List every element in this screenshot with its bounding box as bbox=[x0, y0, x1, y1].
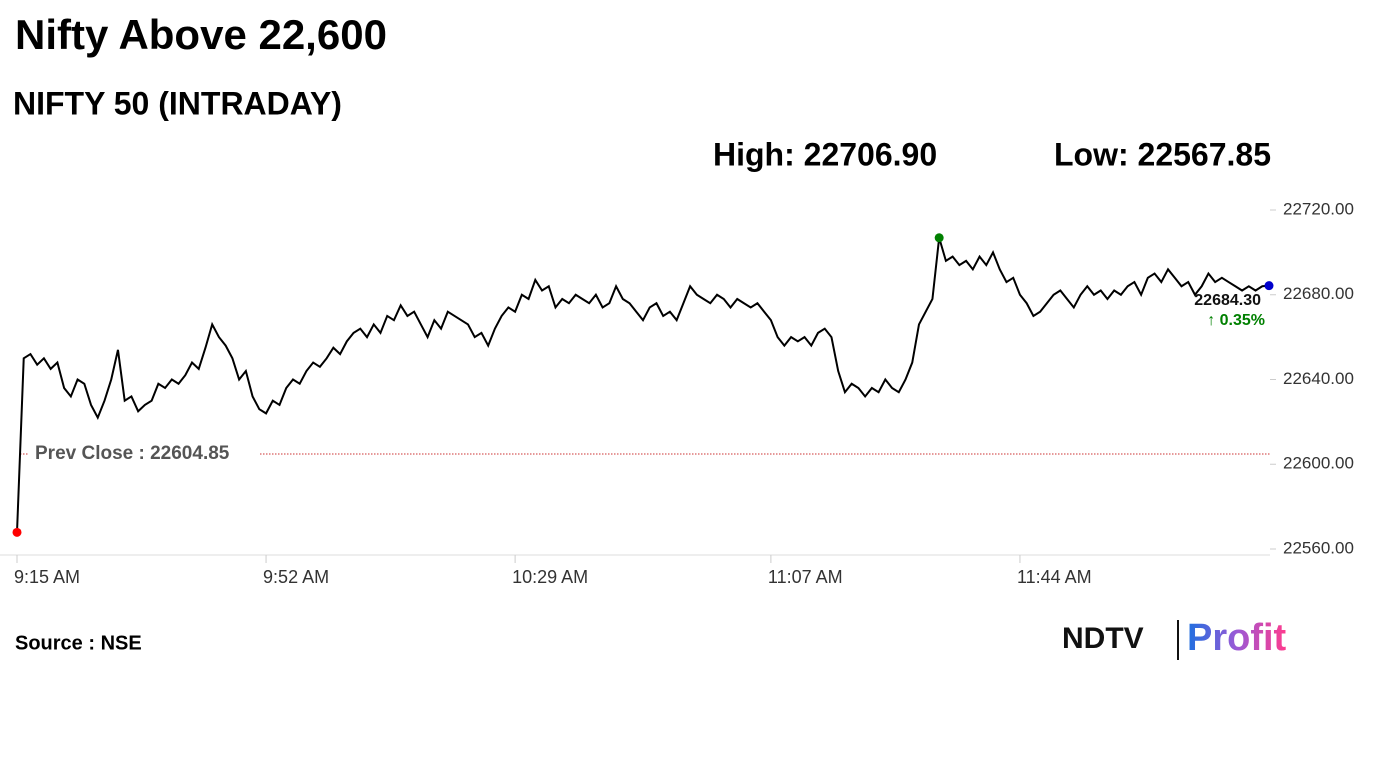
y-tick-label: 22640.00 bbox=[1283, 369, 1354, 388]
x-tick-label: 11:07 AM bbox=[768, 567, 843, 587]
low-dot bbox=[12, 527, 22, 537]
brand-ndtv: NDTV bbox=[1062, 622, 1144, 655]
last-value-label: 22684.30 bbox=[1194, 292, 1261, 309]
x-tick-label: 9:15 AM bbox=[14, 567, 80, 587]
last-dot bbox=[1264, 281, 1274, 291]
y-tick-label: 22680.00 bbox=[1283, 284, 1354, 303]
x-tick-label: 10:29 AM bbox=[512, 567, 588, 587]
high-label: High: 22706.90 bbox=[713, 136, 937, 172]
low-label: Low: 22567.85 bbox=[1054, 136, 1271, 172]
brand-profit: Profit bbox=[1187, 617, 1287, 659]
prev-close-bg bbox=[28, 440, 260, 467]
change-label: ↑ 0.35% bbox=[1207, 312, 1265, 329]
prev-close-label: Prev Close : 22604.85 bbox=[35, 443, 230, 464]
y-tick-label: 22720.00 bbox=[1283, 199, 1354, 218]
y-tick-label: 22560.00 bbox=[1283, 538, 1354, 557]
chart-subtitle: NIFTY 50 (INTRADAY) bbox=[13, 85, 342, 121]
x-tick-label: 11:44 AM bbox=[1017, 567, 1092, 587]
price-line bbox=[16, 237, 1270, 533]
source: Source : NSE bbox=[15, 632, 142, 654]
chart-title: Nifty Above 22,600 bbox=[15, 11, 387, 58]
x-tick-label: 9:52 AM bbox=[263, 567, 329, 587]
high-dot bbox=[934, 233, 944, 243]
y-tick-label: 22600.00 bbox=[1283, 454, 1354, 473]
